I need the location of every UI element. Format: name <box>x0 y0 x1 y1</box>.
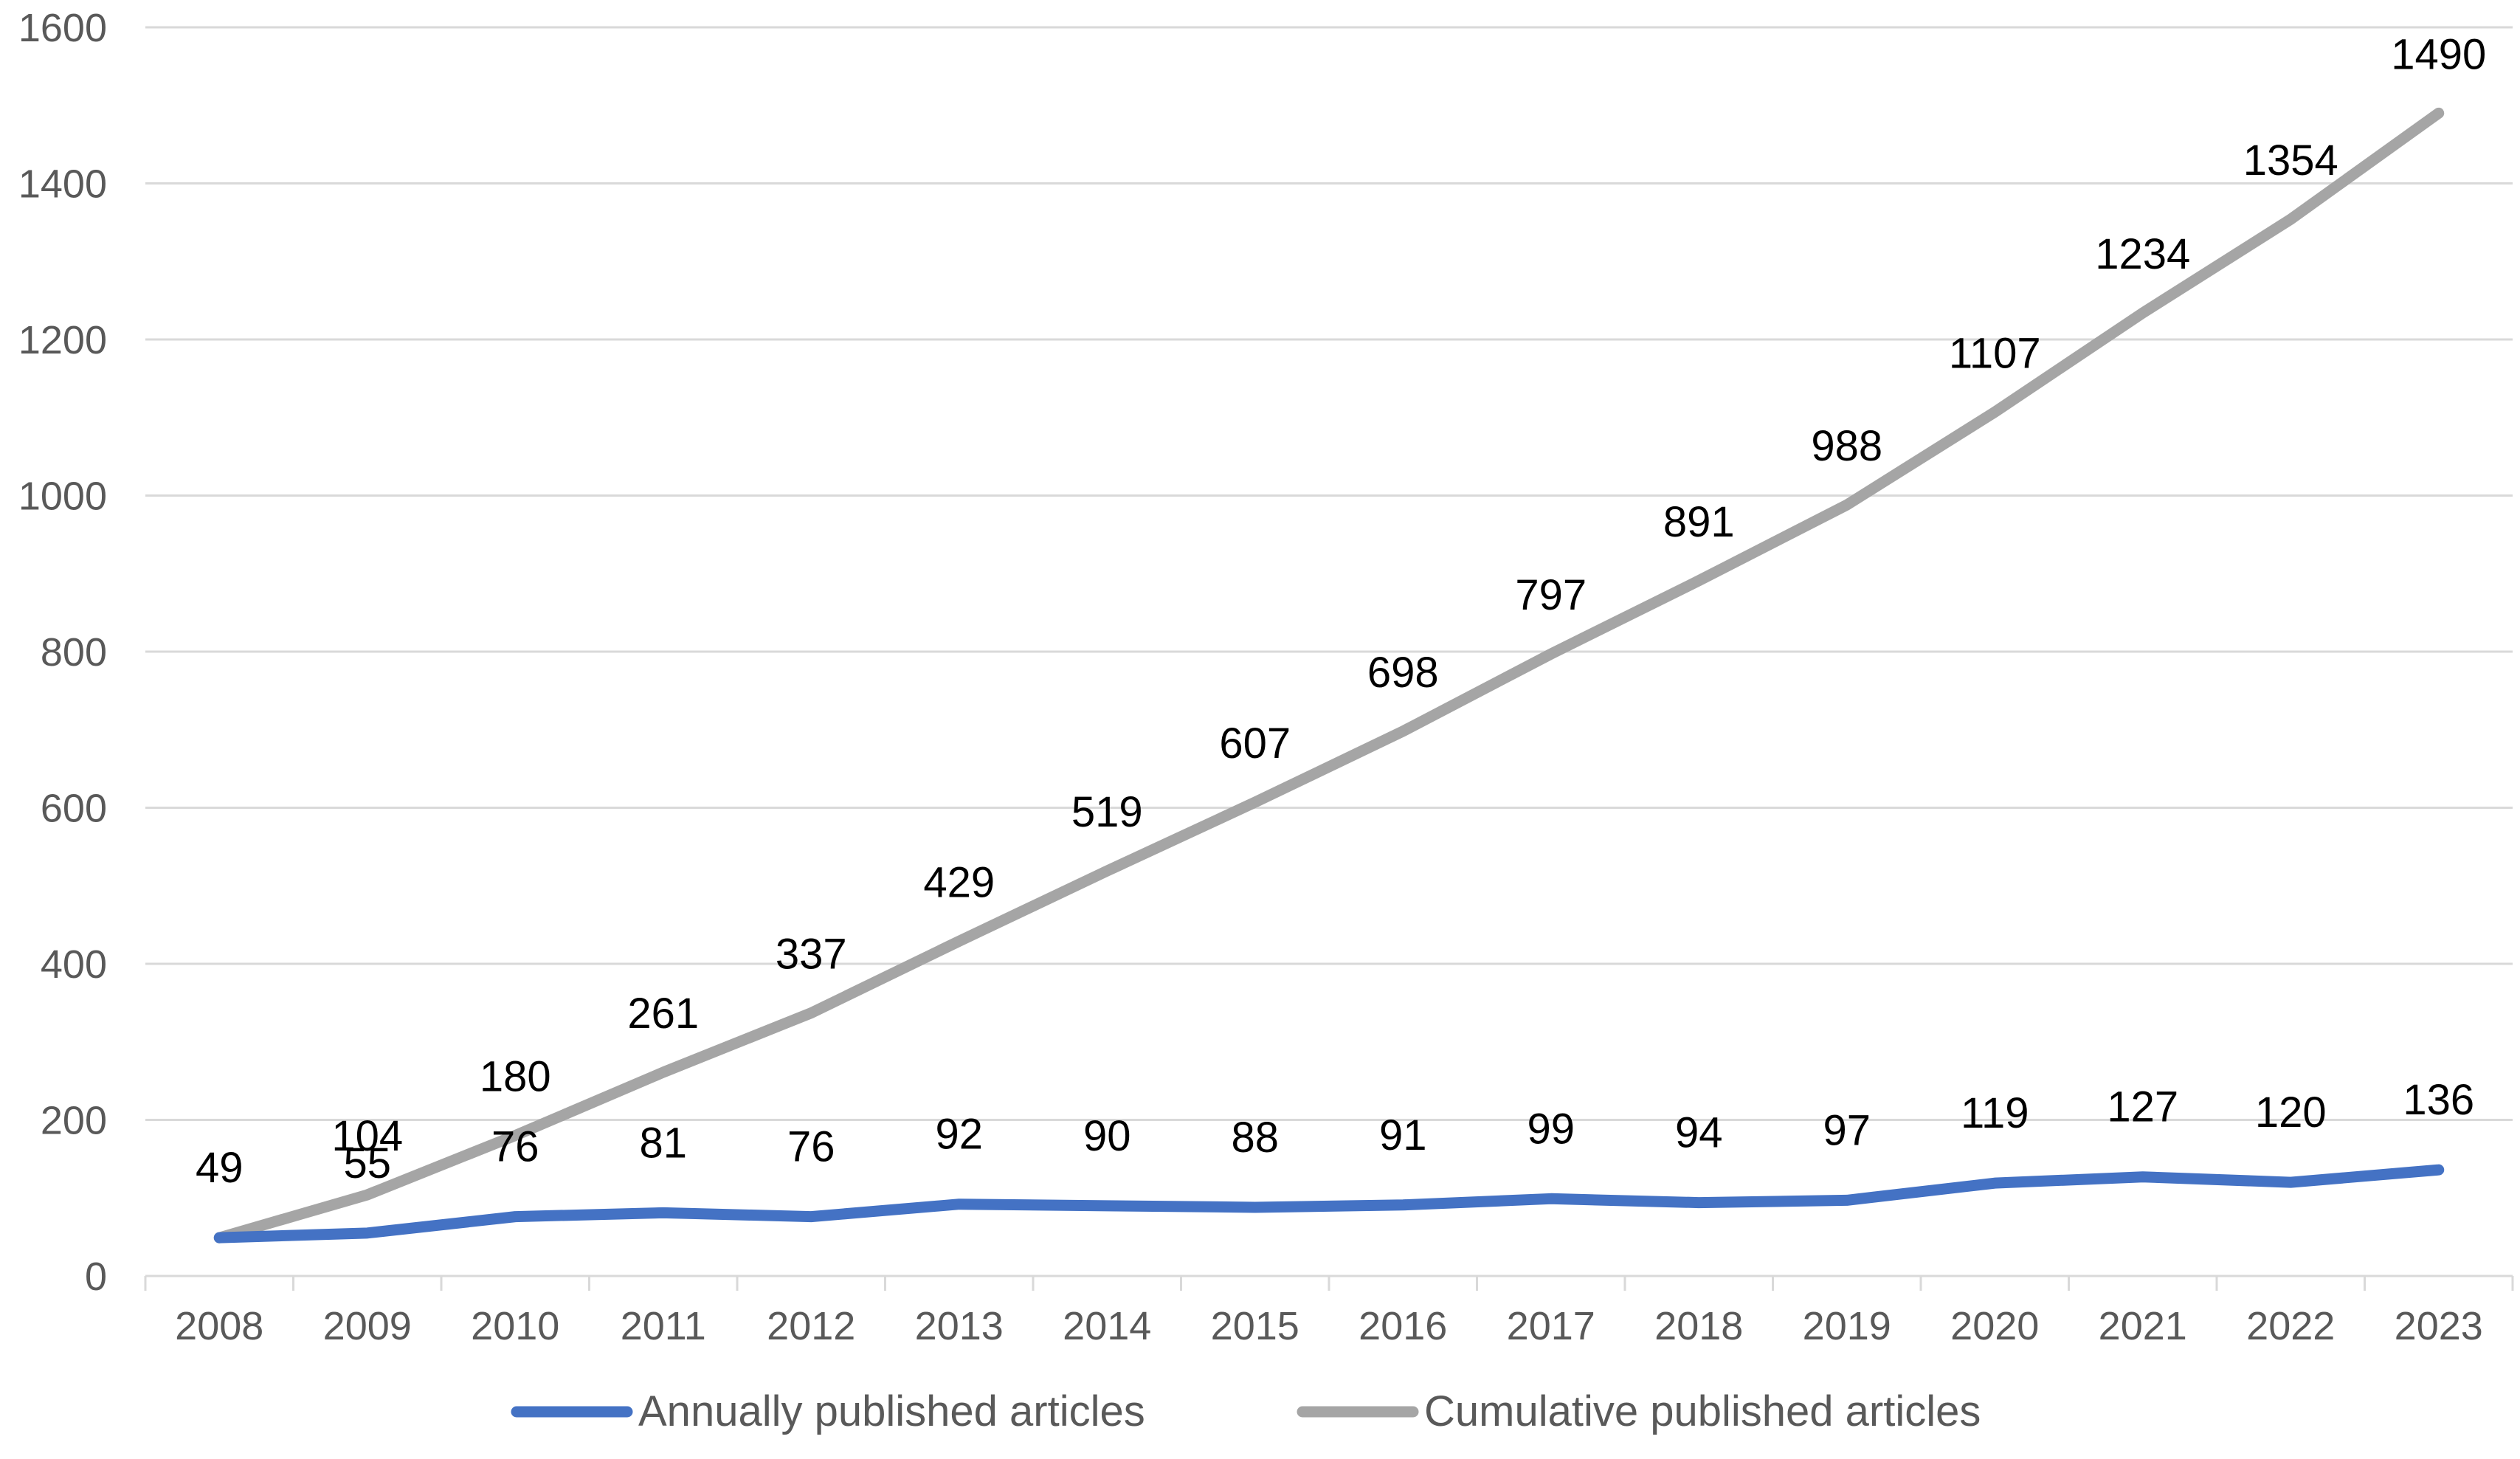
x-tick-label: 2008 <box>175 1304 263 1348</box>
series-line-cumulative <box>213 107 2445 1244</box>
x-tick-label: 2015 <box>1211 1304 1299 1348</box>
series-lines <box>213 107 2445 1244</box>
y-tick-label: 200 <box>41 1099 107 1143</box>
y-tick-label: 0 <box>85 1255 107 1299</box>
data-label-annual: 94 <box>1675 1109 1723 1157</box>
data-label-annual: 76 <box>491 1123 539 1171</box>
data-label-cumulative: 1234 <box>2095 230 2190 278</box>
data-label-cumulative: 988 <box>1811 422 1882 470</box>
data-label-annual: 119 <box>1961 1089 2029 1137</box>
data-label-cumulative: 607 <box>1219 720 1291 768</box>
y-tick-label: 600 <box>41 787 107 831</box>
x-tick-label: 2021 <box>2099 1304 2187 1348</box>
axes: 0 200 400 600 800 1000 1200 1400 1600 2008 2009 201… <box>18 6 2514 1348</box>
data-label-cumulative: 1354 <box>2243 137 2338 184</box>
data-label-annual: 99 <box>1527 1105 1575 1153</box>
x-tick-label: 2011 <box>621 1304 706 1348</box>
data-label-cumulative: 429 <box>923 858 995 906</box>
legend-label-annual: Annually published articles <box>638 1387 1145 1435</box>
data-labels: 4955768176929088919994971191271201364910… <box>196 30 2486 1192</box>
gridlines <box>145 26 2513 1121</box>
y-tick-label: 800 <box>41 630 107 675</box>
y-tick-label: 1000 <box>18 475 107 519</box>
y-tick-label: 1600 <box>18 6 107 50</box>
x-tick-label: 2017 <box>1507 1304 1595 1348</box>
data-label-annual: 127 <box>2107 1083 2178 1131</box>
data-label-cumulative: 104 <box>331 1112 403 1160</box>
data-label-annual: 49 <box>196 1144 244 1192</box>
x-tick-label: 2022 <box>2246 1304 2335 1348</box>
data-label-cumulative: 1490 <box>2391 30 2486 78</box>
data-label-annual: 91 <box>1379 1111 1427 1159</box>
data-label-cumulative: 261 <box>627 990 699 1038</box>
y-tick-label: 1400 <box>18 162 107 207</box>
data-label-annual: 90 <box>1083 1112 1131 1160</box>
data-label-cumulative: 1107 <box>1949 329 2041 377</box>
x-tick-label: 2023 <box>2395 1304 2483 1348</box>
legend-label-cumulative: Cumulative published articles <box>1424 1387 1981 1435</box>
legend: Annually published articles Cumulative pu… <box>511 1387 1981 1435</box>
y-tick-label: 400 <box>41 942 107 987</box>
data-label-annual: 55 <box>343 1139 391 1187</box>
x-tick-label: 2010 <box>471 1304 559 1348</box>
data-label-annual: 120 <box>2255 1089 2327 1136</box>
x-tick-label: 2014 <box>1063 1304 1151 1348</box>
x-tick-label: 2020 <box>1950 1304 2039 1348</box>
data-label-cumulative: 891 <box>1663 498 1735 546</box>
x-tick-label: 2016 <box>1359 1304 1447 1348</box>
y-tick-label: 1200 <box>18 318 107 362</box>
data-label-annual: 92 <box>935 1111 983 1159</box>
data-label-cumulative: 519 <box>1071 788 1143 836</box>
series-line-annual <box>213 1164 2445 1244</box>
data-label-annual: 136 <box>2403 1076 2474 1124</box>
data-label-cumulative: 337 <box>776 931 847 979</box>
x-tick-label: 2018 <box>1654 1304 1743 1348</box>
data-label-annual: 81 <box>639 1119 687 1167</box>
x-tick-label: 2012 <box>767 1304 855 1348</box>
data-label-annual: 97 <box>1823 1106 1871 1154</box>
x-tick-label: 2013 <box>915 1304 1004 1348</box>
x-tick-label: 2009 <box>323 1304 412 1348</box>
data-label-cumulative: 698 <box>1367 649 1439 697</box>
data-label-cumulative: 180 <box>480 1053 551 1101</box>
data-label-cumulative: 797 <box>1515 571 1587 619</box>
x-tick-label: 2019 <box>1803 1304 1891 1348</box>
data-label-annual: 88 <box>1231 1114 1279 1162</box>
data-label-annual: 76 <box>787 1123 835 1171</box>
